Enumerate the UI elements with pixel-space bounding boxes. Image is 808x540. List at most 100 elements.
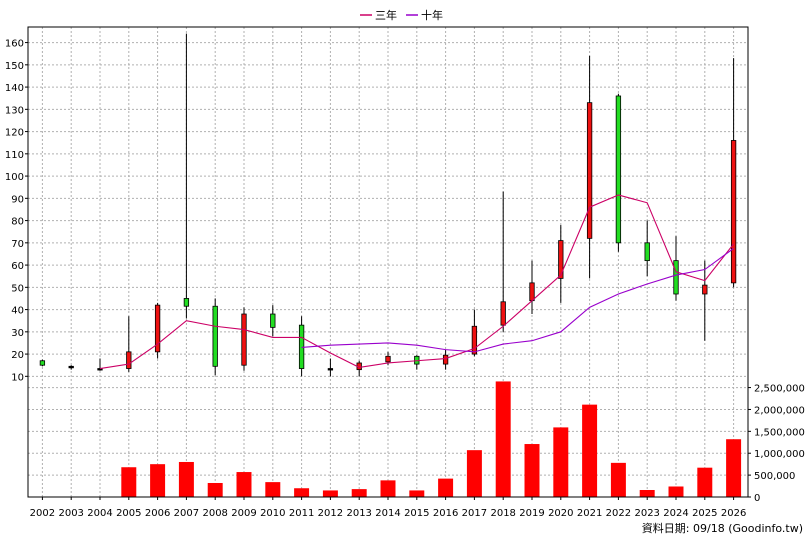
volume-bar: [236, 472, 252, 497]
volume-tick-label: 0: [754, 493, 760, 504]
volume-tick-label: 1,500,000: [754, 427, 805, 438]
volume-bar: [265, 482, 281, 497]
x-tick-label: 2010: [260, 508, 285, 519]
candle-body: [673, 260, 679, 295]
candle-body: [126, 351, 132, 369]
x-tick-label: 2008: [202, 508, 227, 519]
price-tick-label: 90: [11, 194, 24, 205]
x-tick-label: 2005: [116, 508, 141, 519]
volume-bar: [380, 480, 396, 497]
volume-bar: [409, 490, 425, 497]
candle-body: [385, 355, 391, 363]
volume-bar: [121, 467, 137, 497]
x-tick-label: 2016: [433, 508, 458, 519]
candle-body: [558, 240, 564, 279]
volume-bar: [322, 490, 338, 497]
candle-body: [615, 95, 622, 244]
plot-frame: [27, 26, 749, 498]
x-tick-label: 2004: [87, 508, 112, 519]
x-tick-label: 2017: [462, 508, 487, 519]
price-tick-label: 120: [5, 128, 24, 139]
price-tick-label: 30: [11, 328, 24, 339]
legend-label-10yr: 十年: [421, 8, 443, 22]
volume-bar: [466, 450, 482, 497]
volume-bar: [207, 482, 223, 497]
candle-body: [644, 242, 650, 262]
price-tick-label: 40: [11, 306, 24, 317]
volume-bar: [639, 489, 655, 497]
candle-body: [39, 360, 46, 366]
x-tick-label: 2015: [404, 508, 429, 519]
price-tick-label: 110: [5, 150, 24, 161]
x-tick-label: 2022: [606, 508, 631, 519]
volume-tick-label: 500,000: [754, 471, 795, 482]
candle-body: [183, 298, 190, 307]
volume-bar: [582, 404, 598, 497]
volume-bar: [438, 478, 454, 497]
series-line-3yr: [99, 194, 735, 370]
volume-bar: [150, 464, 166, 497]
candle-body: [327, 368, 334, 371]
volume-bar: [697, 467, 713, 497]
series-line-10yr: [301, 247, 734, 353]
price-tick-label: 20: [11, 350, 24, 361]
volume-tick-label: 1,000,000: [754, 449, 805, 460]
volume-bar: [553, 427, 569, 497]
candle-body: [212, 305, 218, 367]
x-tick-label: 2013: [346, 508, 371, 519]
candle-body: [68, 365, 74, 369]
volume-bar: [668, 486, 684, 497]
x-tick-label: 2007: [174, 508, 199, 519]
price-tick-label: 60: [11, 261, 24, 272]
volume-bar: [495, 381, 511, 497]
legend: 三年 十年: [360, 8, 443, 22]
candle-body: [270, 313, 276, 328]
price-tick-label: 70: [11, 239, 24, 250]
volume-bar: [524, 444, 540, 497]
candle-body: [702, 284, 708, 295]
price-tick-label: 160: [5, 39, 24, 50]
volume-bar: [351, 489, 367, 497]
candle-body: [442, 354, 449, 365]
x-tick-label: 2025: [692, 508, 717, 519]
candle-body: [471, 325, 478, 355]
price-tick-label: 140: [5, 83, 24, 94]
price-tick-label: 50: [11, 283, 24, 294]
x-tick-label: 2014: [375, 508, 400, 519]
x-tick-label: 2018: [490, 508, 515, 519]
volume-bar: [610, 462, 626, 497]
candle-body: [586, 102, 593, 239]
x-tick-label: 2026: [721, 508, 746, 519]
x-tick-label: 2011: [289, 508, 314, 519]
volume-bar: [294, 488, 310, 497]
x-tick-label: 2019: [519, 508, 544, 519]
x-tick-label: 2020: [548, 508, 573, 519]
data-date-footer: 資料日期: 09/18 (Goodinfo.tw): [642, 521, 803, 535]
price-tick-label: 150: [5, 61, 24, 72]
plot-background: [28, 27, 748, 497]
price-tick-label: 10: [11, 372, 24, 383]
price-tick-label: 100: [5, 172, 24, 183]
price-tick-label: 130: [5, 105, 24, 116]
candle-body: [730, 140, 737, 284]
candle-body: [500, 301, 506, 326]
x-tick-label: 2023: [634, 508, 659, 519]
candle-body: [241, 313, 247, 366]
x-tick-label: 2006: [145, 508, 170, 519]
candle-body: [529, 282, 535, 302]
volume-tick-label: 2,500,000: [754, 384, 805, 395]
x-tick-label: 2003: [58, 508, 83, 519]
volume-bar: [178, 461, 194, 497]
volume-tick-label: 2,000,000: [754, 405, 805, 416]
legend-label-3yr: 三年: [375, 8, 397, 22]
x-tick-label: 2021: [577, 508, 602, 519]
candle-body: [154, 304, 161, 353]
plot-area: 10 20 30 40 50 60 70 80 90 100 110 120 130 140 150 160 0…: [5, 26, 805, 519]
price-tick-label: 80: [11, 217, 24, 228]
x-tick-label: 2002: [30, 508, 55, 519]
x-tick-label: 2009: [231, 508, 256, 519]
x-tick-label: 2024: [663, 508, 688, 519]
volume-bar: [726, 439, 742, 497]
x-tick-label: 2012: [318, 508, 343, 519]
